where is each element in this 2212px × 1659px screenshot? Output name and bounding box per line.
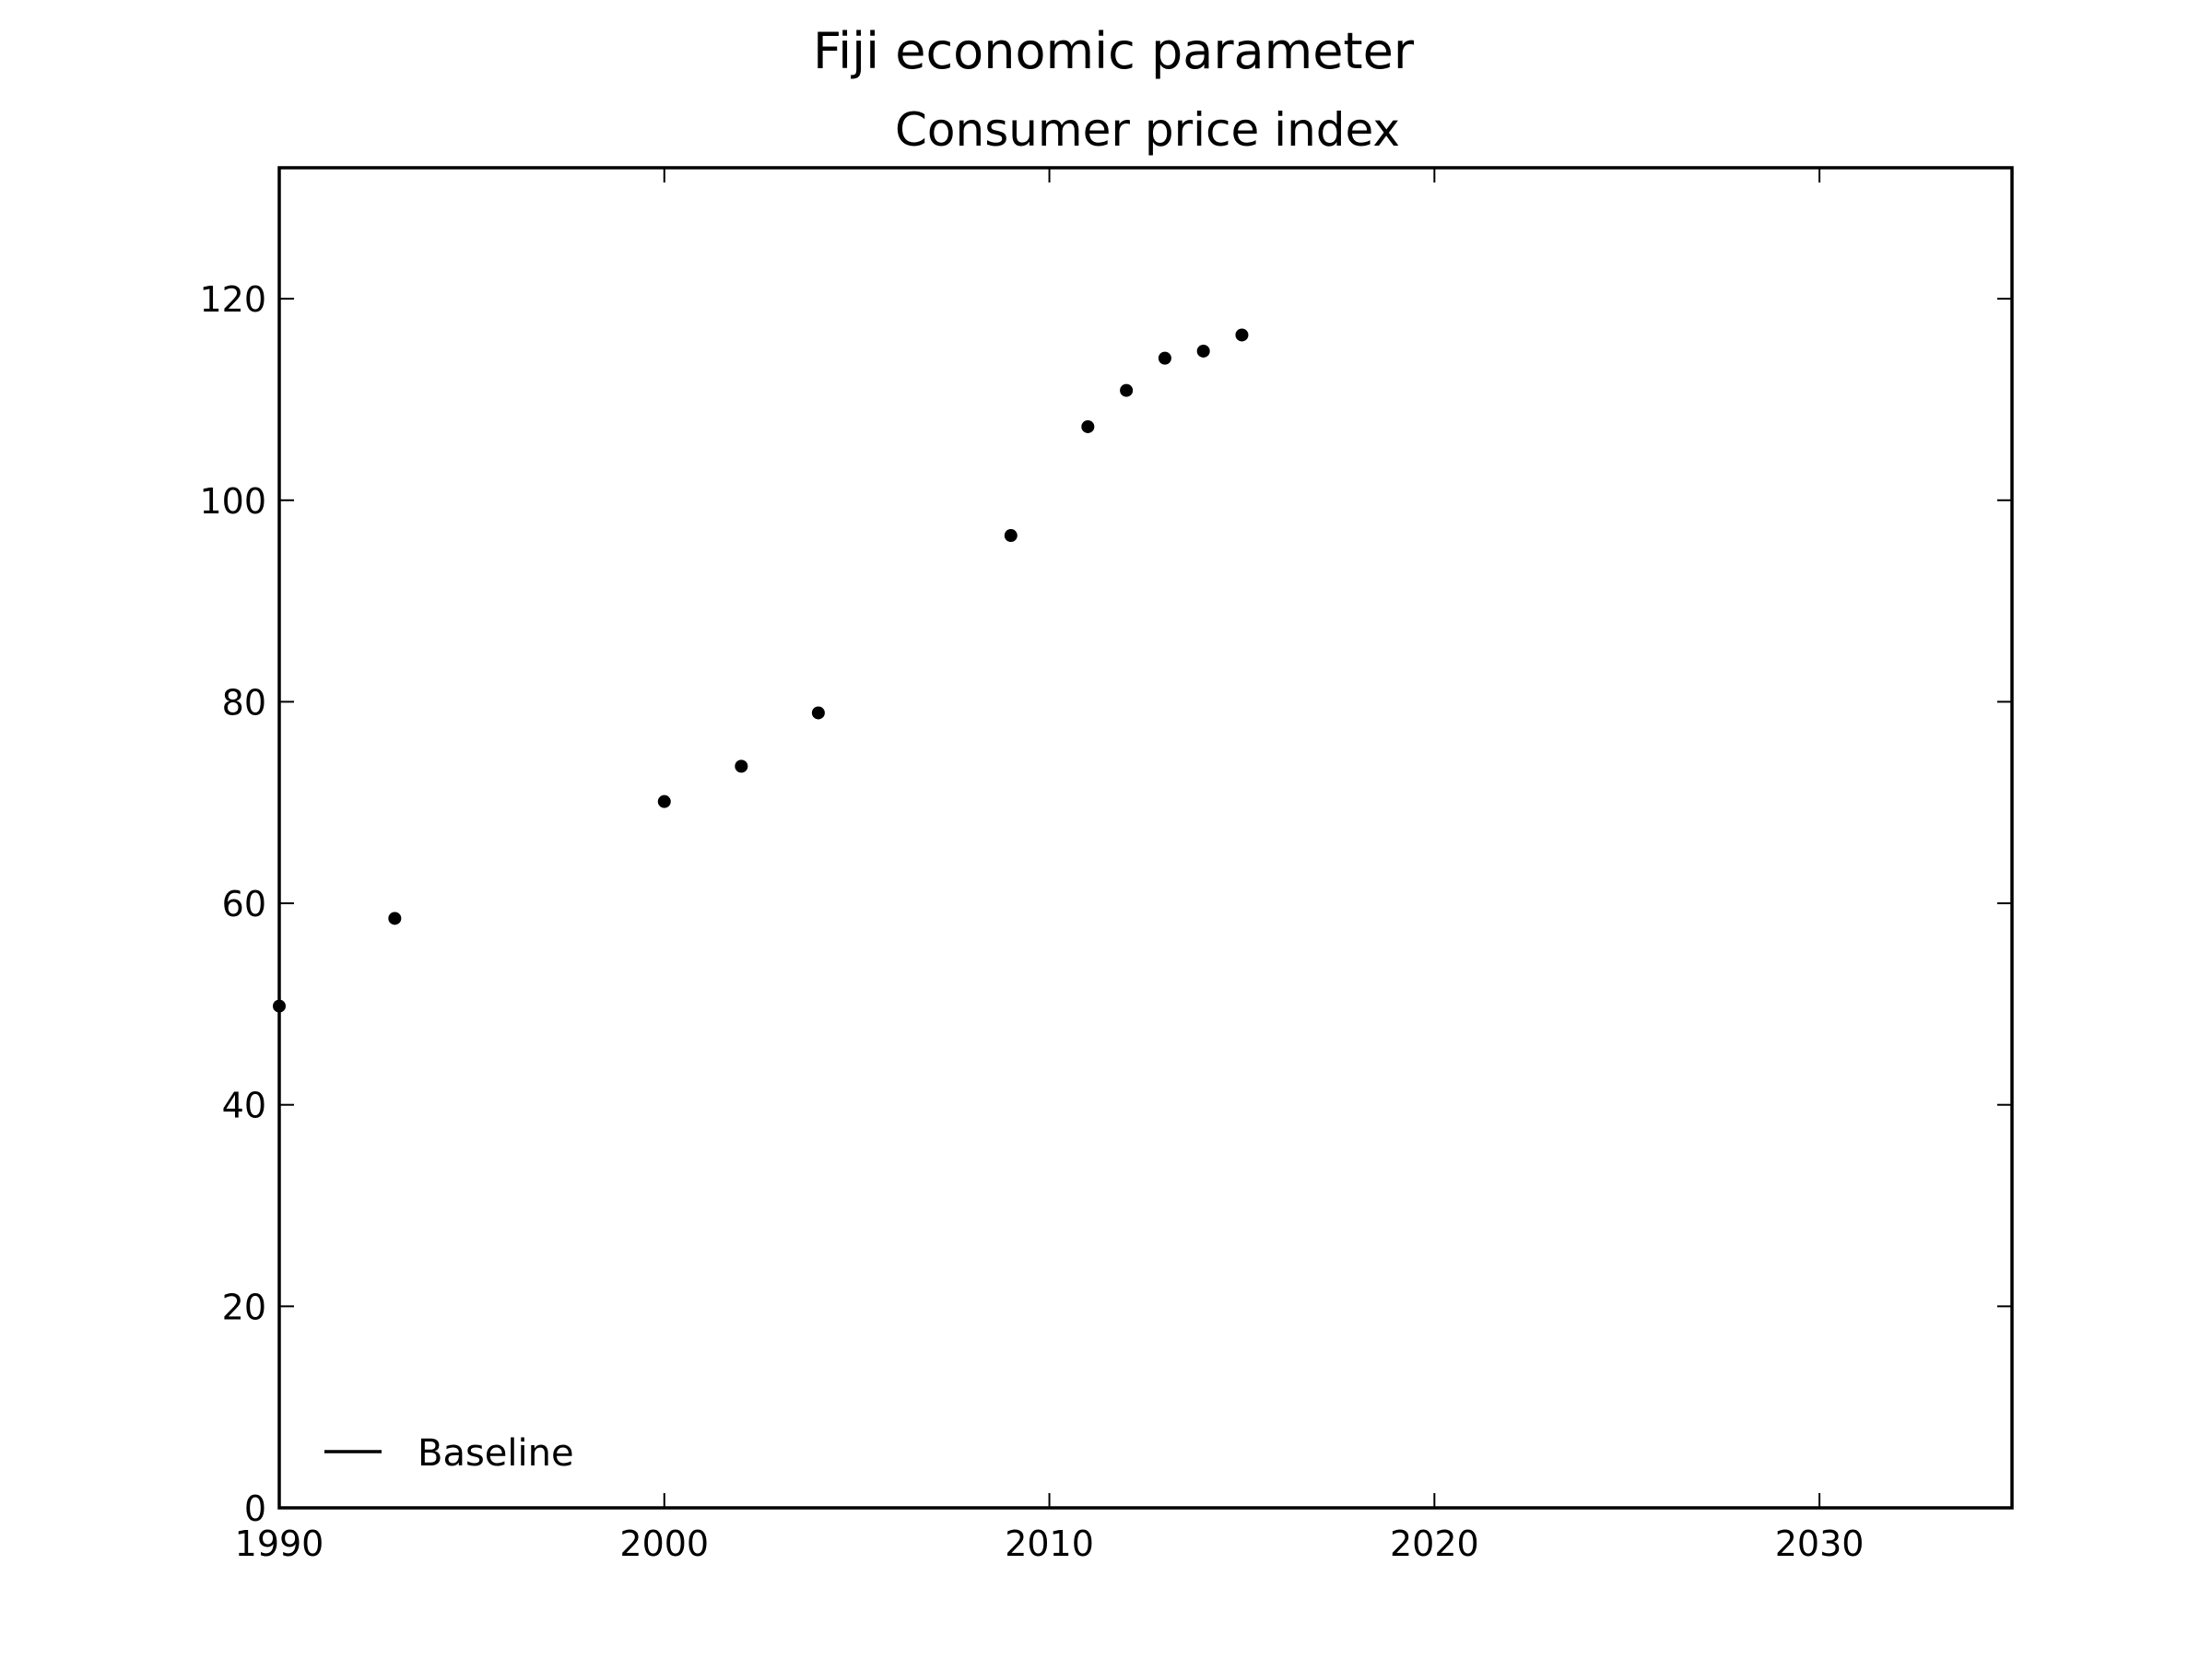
figure-title: Fiji economic parameter	[813, 22, 1415, 80]
y-tick-label: 80	[222, 682, 266, 723]
data-point	[1004, 529, 1018, 543]
data-point	[388, 912, 402, 925]
legend: Baseline	[324, 1432, 574, 1475]
data-point	[735, 759, 748, 773]
data-point	[1158, 351, 1171, 365]
y-tick-label: 40	[222, 1086, 266, 1126]
x-tick-label: 2030	[1775, 1524, 1865, 1564]
data-point	[1196, 344, 1210, 358]
y-tick-label: 100	[199, 481, 266, 522]
data-point	[657, 794, 671, 808]
legend-label-baseline: Baseline	[418, 1432, 574, 1475]
chart-title: Consumer price index	[895, 103, 1400, 157]
y-tick-label: 120	[199, 279, 266, 320]
data-point	[1081, 419, 1095, 433]
data-point	[1235, 328, 1249, 342]
axis-tick-labels: 1990 2000 2010 2020 2030 0 20 40 60 80 100 120	[199, 279, 1864, 1564]
y-tick-label: 20	[222, 1287, 266, 1327]
data-point	[1120, 383, 1134, 397]
plot-area: 1990 2000 2010 2020 2030 0 20 40 60 80 100 120	[199, 166, 2014, 1564]
x-tick-label: 2000	[619, 1524, 709, 1564]
data-point	[811, 706, 825, 720]
x-tick-label: 2020	[1390, 1524, 1479, 1564]
y-tick-label: 0	[244, 1488, 266, 1529]
y-tick-label: 60	[222, 884, 266, 924]
axes-frame	[277, 166, 2014, 1510]
x-tick-label: 2010	[1005, 1524, 1094, 1564]
x-tick-label: 1990	[235, 1524, 324, 1564]
